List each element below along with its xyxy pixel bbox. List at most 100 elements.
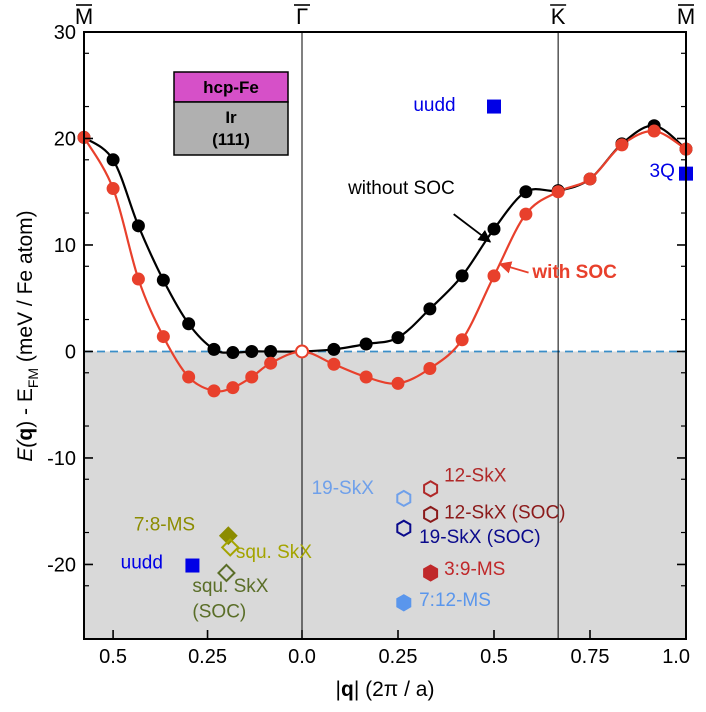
symmetry-label-3: M	[677, 4, 695, 29]
series-1-point-11	[359, 370, 373, 384]
series-0-point-16	[519, 185, 533, 199]
series-0-point-7	[245, 344, 259, 358]
negative-energy-region	[84, 350, 686, 639]
y-tick-label-5: 30	[54, 22, 76, 44]
7-12-ms-label: 7:12-MS	[419, 590, 491, 611]
x-right-tick-label-2: 0.75	[571, 646, 610, 668]
series-1-point-2	[131, 272, 145, 286]
series-1-point-20	[647, 124, 661, 138]
series-0-point-8	[264, 344, 278, 358]
legend-bottom-rect	[173, 101, 289, 156]
series-1-point-8	[264, 356, 278, 370]
x-left-tick-label-1: 0.25	[188, 646, 227, 668]
y-tick-label-3: 10	[54, 235, 76, 257]
y-label-unit: (meV / Fe atom)	[14, 210, 37, 368]
series-1-point-10	[327, 357, 341, 371]
series-0-point-6	[226, 346, 240, 360]
series-curve-0	[84, 124, 686, 354]
annotations: without SOC with SOC	[347, 178, 617, 283]
special-states: uudd 3Q uudd 7:8-MS squ. SkX squ. SkX (SOC) 19-…	[121, 95, 693, 623]
y-label-q: q	[14, 428, 37, 441]
series-1-point-12	[391, 376, 405, 390]
plot-frame	[83, 31, 687, 640]
symmetry-label-2: K	[551, 4, 566, 29]
y-tick-label-2: 0	[65, 341, 76, 363]
arrow-without-soc	[453, 213, 492, 243]
3-9-ms-marker	[423, 564, 439, 582]
squ-skx-soc-marker	[217, 563, 236, 583]
x-left-tick-label-2: 0.0	[288, 646, 316, 668]
legend-top-label: hcp-Fe	[203, 78, 259, 97]
series-1-point-1	[106, 182, 120, 196]
7-8-ms-marker	[218, 526, 238, 546]
series-0-point-1	[106, 153, 120, 167]
series-1-point-7	[245, 370, 259, 384]
x-left-tick-label-0: 0.5	[99, 646, 127, 668]
axes	[83, 31, 687, 640]
uudd-bottom-label: uudd	[121, 553, 163, 574]
y-tick-label-4: 20	[54, 128, 76, 150]
series-1-point-13	[423, 362, 437, 376]
series-0-point-3	[156, 273, 170, 287]
gamma-point-marker	[295, 344, 309, 359]
x-right-tick-label-3: 1.0	[662, 646, 690, 668]
19-skx-soc-label: 19-SkX (SOC)	[419, 527, 540, 548]
7-12-ms-marker	[396, 594, 412, 612]
series-curve-1	[84, 129, 686, 393]
fit-curves	[84, 124, 686, 393]
12-skx-soc-marker	[423, 505, 439, 524]
series-0-point-12	[391, 331, 405, 345]
series-0-point-11	[359, 337, 373, 351]
series-1-point-3	[156, 330, 170, 344]
substrate-legend-box: hcp-Fe Ir (111)	[173, 71, 289, 156]
3-9-ms-label: 3:9-MS	[444, 559, 505, 580]
series-1-point-18	[583, 172, 597, 186]
y-axis-label: E(q) - EFM (meV / Fe atom)	[14, 210, 41, 461]
series-0-point-5	[207, 342, 221, 356]
without-soc-label: without SOC	[347, 178, 455, 199]
squ-skx-soc-label-2: (SOC)	[192, 602, 246, 623]
series-0-point-4	[182, 317, 196, 331]
series-1-point-4	[182, 370, 196, 384]
series-1-point-17	[551, 185, 565, 199]
y-label-sub-fm: FM	[25, 368, 41, 388]
x-right-tick-label-1: 0.5	[480, 646, 508, 668]
series-0-point-13	[423, 302, 437, 316]
12-skx-soc-label: 12-SkX (SOC)	[444, 503, 565, 524]
series-0-point-14	[455, 269, 469, 283]
axis-ticks: -20 -10 0 10 20 30 0.5 0.25 0.0 0.25 0.5 0.75 1.0	[47, 22, 690, 668]
y-tick-label-1: -10	[47, 448, 76, 470]
squ-skx-soc-label: squ. SkX	[192, 576, 268, 597]
3q-label: 3Q	[650, 161, 675, 182]
series-1-point-15	[487, 269, 501, 283]
shaded-region-rect	[84, 351, 686, 639]
x-label-q: q	[341, 678, 354, 701]
19-skx-soc-marker	[396, 519, 412, 537]
series-1-point-19	[615, 138, 629, 152]
19-skx-label: 19-SkX	[312, 478, 375, 499]
uudd-top-marker	[487, 99, 501, 114]
series-0-point-15	[487, 222, 501, 236]
12-skx-marker	[423, 480, 439, 498]
series-1-point-5	[207, 384, 221, 398]
squ-skx-marker	[220, 538, 240, 557]
legend-bottom-line-2: (111)	[212, 130, 250, 149]
series-0-point-10	[327, 342, 341, 356]
legend-bottom-line-1: Ir	[225, 108, 237, 127]
x-label-part-1: |	[336, 678, 341, 701]
series-1-point-6	[226, 381, 240, 395]
uudd-bottom-marker	[185, 558, 200, 573]
symmetry-label-0: M	[75, 4, 93, 29]
squ-skx-label: squ. SkX	[236, 542, 312, 563]
y-label-part-1: E(	[14, 439, 37, 462]
y-tick-label-0: -20	[47, 554, 76, 576]
x-right-tick-label-0: 0.25	[379, 646, 418, 668]
uudd-top-label: uudd	[413, 95, 455, 116]
12-skx-label: 12-SkX	[444, 465, 507, 486]
7-8-ms-label: 7:8-MS	[134, 514, 195, 535]
x-axis-label: |q| (2π / a)	[336, 678, 435, 701]
with-soc-label: with SOC	[531, 262, 617, 283]
19-skx-marker	[396, 489, 412, 508]
